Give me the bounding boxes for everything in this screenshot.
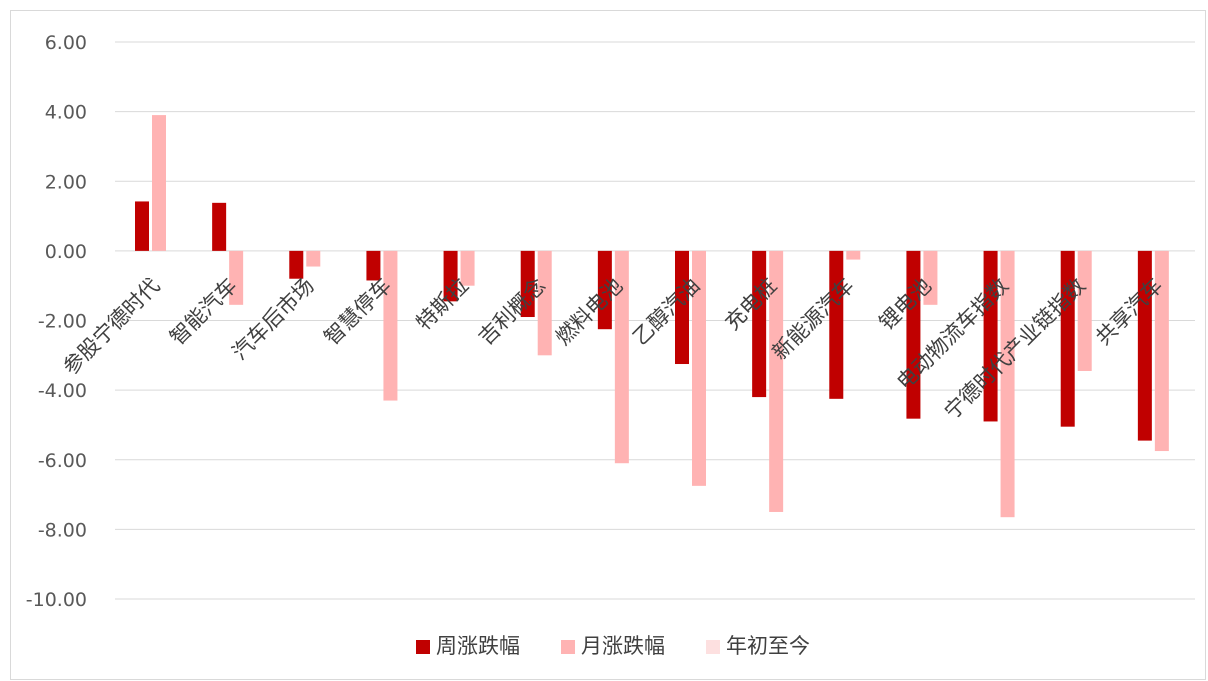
y-tick-label: 2.00 (45, 171, 87, 193)
bar-2-4 (383, 250, 398, 401)
legend-label-2: 月涨跌幅 (581, 634, 665, 658)
bar-1-4 (366, 250, 381, 281)
chart-frame: 6.00 4.00 2.00 0.00 -2.00 -4.00 -6.00 -8.00 -10.… (10, 10, 1206, 680)
bar-1-7 (597, 250, 612, 330)
legend-swatch-1 (416, 640, 430, 654)
category-label: 智能汽车 (165, 273, 241, 349)
bar-2-10 (846, 250, 861, 260)
bar-1-6 (520, 250, 535, 318)
bars (135, 115, 1169, 518)
legend-swatch-3 (706, 640, 720, 654)
bar-2-1 (152, 115, 166, 251)
y-tick-label: 0.00 (45, 241, 87, 263)
bar-chart: 6.00 4.00 2.00 0.00 -2.00 -4.00 -6.00 -8.00 -10.… (26, 32, 1195, 658)
bar-2-14 (1154, 250, 1169, 452)
bar-1-1 (135, 201, 149, 251)
y-tick-label: 6.00 (45, 32, 87, 54)
y-tick-label: -8.00 (38, 519, 87, 541)
bar-2-2 (229, 250, 244, 305)
bar-1-10 (829, 250, 844, 399)
y-tick-label: -2.00 (38, 311, 87, 333)
bar-2-5 (460, 250, 475, 286)
bar-2-12 (1000, 250, 1015, 518)
bar-1-2 (212, 202, 227, 251)
bar-1-9 (752, 250, 767, 398)
bar-1-5 (443, 250, 458, 302)
bar-1-11 (906, 250, 921, 419)
y-tick-label: -6.00 (38, 450, 87, 472)
bar-2-9 (769, 250, 784, 512)
bar-1-3 (289, 250, 304, 279)
legend-label-3: 年初至今 (726, 634, 810, 658)
bar-2-6 (537, 250, 552, 356)
bar-1-14 (1137, 250, 1152, 441)
bar-2-8 (692, 250, 706, 486)
bar-2-3 (306, 250, 321, 267)
legend-swatch-2 (561, 640, 575, 654)
y-axis-tick-labels: 6.00 4.00 2.00 0.00 -2.00 -4.00 -6.00 -8.00 -10.… (26, 32, 87, 611)
legend: 周涨跌幅 月涨跌幅 年初至今 (416, 634, 810, 658)
bar-2-13 (1077, 250, 1092, 371)
y-tick-label: -10.00 (26, 589, 87, 611)
y-tick-label: -4.00 (38, 380, 87, 402)
bar-1-13 (1060, 250, 1075, 427)
bar-1-8 (675, 250, 689, 365)
y-tick-label: 4.00 (45, 102, 87, 124)
legend-label-1: 周涨跌幅 (436, 634, 520, 658)
bar-2-11 (923, 250, 938, 305)
bar-1-12 (983, 250, 998, 422)
bar-2-7 (614, 250, 629, 464)
category-label: 特斯拉 (412, 273, 474, 335)
